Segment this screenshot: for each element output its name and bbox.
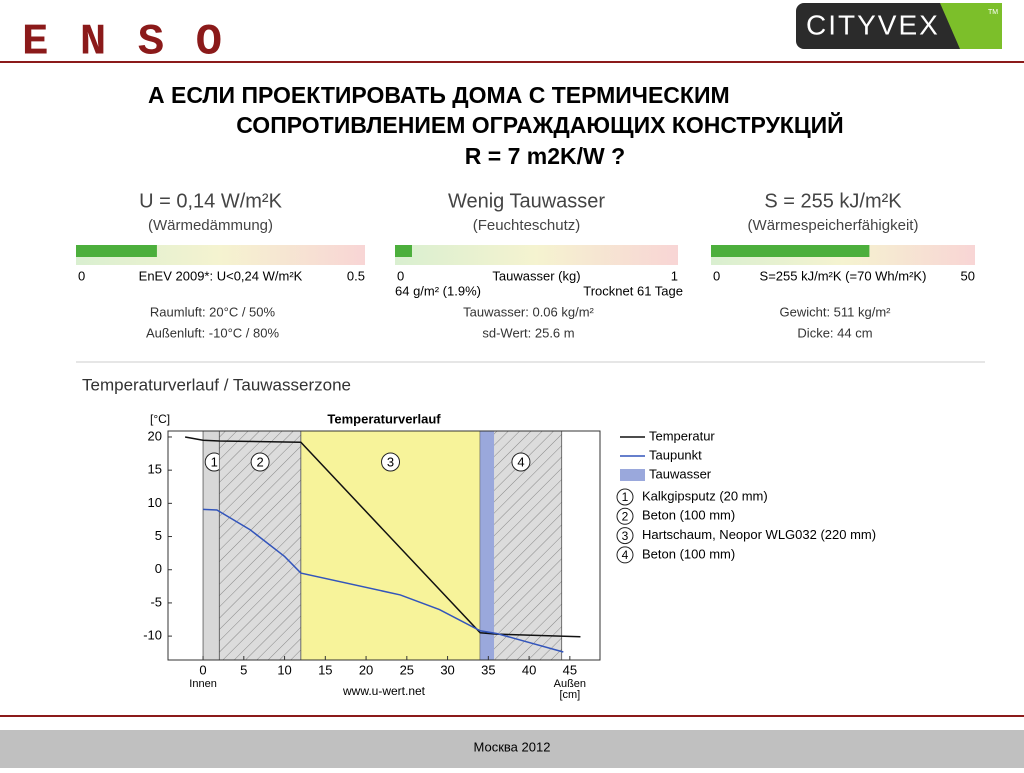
y-tick-label: 5	[155, 528, 162, 543]
legend-label: Beton (100 mm)	[642, 508, 735, 523]
condensation-zone	[480, 431, 495, 660]
panel-subheading: (Feuchteschutz)	[473, 217, 581, 234]
logo-cityvex-accent	[940, 3, 1002, 49]
x-tick-label: 45	[563, 662, 577, 677]
scale-min: 0	[397, 268, 404, 283]
x-tick-label: 0	[199, 662, 206, 677]
panel-line: Gewicht: 511 kg/m²	[779, 304, 891, 319]
y-tick-label: 10	[148, 495, 162, 510]
footer-band	[0, 730, 1024, 768]
layer-badge	[250, 452, 270, 472]
panel-line: Dicke: 44 cm	[797, 325, 872, 340]
panel-line: Außenluft: -10°C / 80%	[146, 325, 280, 340]
x-tick-label: 25	[400, 662, 414, 677]
chart-title: Temperaturverlauf	[327, 411, 441, 426]
legend-badge	[616, 546, 634, 564]
legend-label: Taupunkt	[649, 447, 702, 462]
scale-label: S=255 kJ/m²K (=70 Wh/m²K)	[760, 268, 927, 283]
x-tick-label: 30	[440, 662, 454, 677]
panel-subheading: (Wärmedämmung)	[148, 217, 273, 234]
legend-badge	[616, 488, 634, 506]
chart-source: www.u-wert.net	[342, 684, 426, 698]
legend-badge-label: 1	[622, 490, 629, 504]
x-right-label: Außen	[554, 678, 586, 690]
title-line: А ЕСЛИ ПРОЕКТИРОВАТЬ ДОМА С ТЕРМИЧЕСКИМ	[148, 82, 730, 108]
title-line: СОПРОТИВЛЕНИЕМ ОГРАЖДАЮЩИХ КОНСТРУКЦИЙ	[236, 111, 843, 138]
y-tick-label: -10	[143, 628, 162, 643]
scale-track	[395, 245, 678, 265]
layer-badge-label: 4	[517, 454, 524, 469]
section-title: Temperaturverlauf / Tauwasserzone	[82, 375, 351, 394]
x-tick-label: 15	[318, 662, 332, 677]
x-tick-label: 35	[481, 662, 495, 677]
y-tick-label: 0	[155, 561, 162, 576]
y-tick-label: -5	[150, 594, 162, 609]
y-axis-label: [°C]	[150, 412, 170, 426]
plot-frame	[167, 430, 601, 661]
legend-swatch	[620, 469, 645, 481]
legend-label: Temperatur	[649, 428, 715, 443]
x-tick-label: 20	[359, 662, 373, 677]
panel-line: Raumluft: 20°C / 50%	[150, 304, 276, 319]
x-tick-label: 5	[240, 662, 247, 677]
scale-bar	[711, 245, 870, 257]
panel-line: Tauwasser: 0.06 kg/m²	[463, 304, 594, 319]
panel-heading: Wenig Tauwasser	[448, 190, 605, 212]
x-left-label: Innen	[189, 678, 217, 690]
logo-tm: TM	[988, 9, 998, 16]
scale-label: EnEV 2009*: U<0,24 W/m²K	[139, 268, 303, 283]
legend-label: Tauwasser	[649, 466, 712, 481]
layer-badge	[511, 452, 531, 472]
footer-text: Москва 2012	[474, 739, 551, 754]
scale-label: Tauwasser (kg)	[492, 268, 580, 283]
panel-line: sd-Wert: 25.6 m	[482, 325, 574, 340]
panel-heading: S = 255 kJ/m²K	[764, 190, 902, 212]
legend-badge-label: 3	[622, 529, 629, 543]
layer-badge-label: 1	[211, 454, 218, 469]
layer-badge	[381, 452, 401, 472]
legend-label: Hartschaum, Neopor WLG032 (220 mm)	[642, 527, 876, 542]
legend-label: Kalkgipsputz (20 mm)	[642, 488, 768, 503]
logo-cityvex: CITYVEX	[806, 9, 940, 40]
panel-note: 64 g/m² (1.9%)	[395, 283, 481, 298]
layer-badge-label: 3	[387, 454, 394, 469]
scale-min: 0	[78, 268, 85, 283]
scale-max: 50	[961, 268, 975, 283]
x-tick-label: 10	[277, 662, 291, 677]
scale-min: 0	[713, 268, 720, 283]
scale-bar	[395, 245, 412, 257]
title-line: R = 7 m2K/W ?	[465, 143, 625, 169]
legend-badge	[616, 507, 634, 525]
scale-bar	[76, 245, 157, 257]
x-axis-label: [cm]	[559, 689, 580, 701]
legend-badge-label: 4	[622, 548, 629, 562]
y-tick-label: 15	[148, 462, 162, 477]
panel-note: Trocknet 61 Tage	[583, 283, 683, 298]
layer-badge-label: 2	[256, 454, 263, 469]
panel-subheading: (Wärmespeicherfähigkeit)	[748, 217, 919, 234]
scale-max: 0.5	[347, 268, 365, 283]
legend-badge-label: 2	[622, 509, 629, 523]
legend-label: Beton (100 mm)	[642, 546, 735, 561]
scale-max: 1	[671, 268, 678, 283]
panel-heading: U = 0,14 W/m²K	[139, 190, 282, 212]
x-tick-label: 40	[522, 662, 536, 677]
y-tick-label: 20	[148, 428, 162, 443]
legend-badge	[616, 527, 634, 545]
series-line	[203, 508, 564, 653]
